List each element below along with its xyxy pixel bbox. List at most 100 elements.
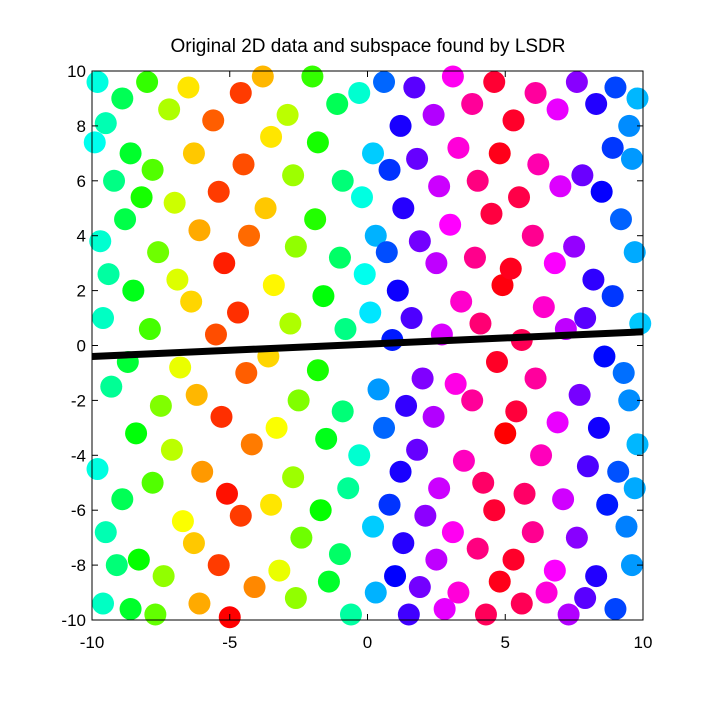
data-point (615, 515, 638, 538)
data-point (406, 438, 429, 461)
data-point (188, 592, 211, 615)
data-point (350, 186, 373, 209)
data-point (348, 81, 371, 104)
data-point (207, 180, 230, 203)
data-point (83, 131, 106, 154)
data-point (254, 197, 277, 220)
data-point (262, 274, 285, 297)
data-point (182, 532, 205, 555)
data-point (160, 438, 183, 461)
x-tick-label: 0 (363, 633, 372, 652)
data-point (406, 147, 429, 170)
data-point (620, 554, 643, 577)
data-point (502, 548, 525, 571)
data-point (532, 296, 555, 319)
data-point (469, 312, 492, 335)
data-point (568, 383, 591, 406)
data-point (565, 526, 588, 549)
data-point (530, 444, 553, 467)
data-point (92, 592, 115, 615)
data-point (395, 394, 418, 417)
data-point (94, 521, 117, 544)
x-axis-ticks: -10 -5 0 5 10 (80, 71, 652, 652)
y-tick-label: 4 (77, 227, 86, 246)
data-point (367, 378, 390, 401)
data-point (227, 301, 250, 324)
data-point (521, 224, 544, 247)
data-point (92, 307, 115, 330)
data-point (229, 81, 252, 104)
data-point (152, 565, 175, 588)
data-point (260, 493, 283, 516)
data-point (232, 153, 255, 176)
y-tick-label: 10 (67, 62, 86, 81)
data-point (171, 510, 194, 533)
data-point (136, 70, 159, 93)
y-tick-label: 0 (77, 337, 86, 356)
data-point (452, 449, 475, 472)
data-point (450, 290, 473, 313)
data-point (328, 543, 351, 566)
data-point (601, 285, 624, 308)
data-point (620, 147, 643, 170)
data-point (326, 92, 349, 115)
data-point (86, 458, 109, 481)
data-point (499, 257, 522, 280)
data-point (364, 581, 387, 604)
data-point (89, 230, 112, 253)
data-point (378, 493, 401, 516)
data-point (590, 180, 613, 203)
data-point (127, 548, 150, 571)
data-point (163, 191, 186, 214)
data-point (546, 411, 569, 434)
data-point (122, 279, 145, 302)
y-tick-label: 2 (77, 282, 86, 301)
data-point (574, 307, 597, 330)
data-point (279, 312, 302, 335)
data-point (149, 394, 172, 417)
data-point (339, 603, 362, 626)
data-point (414, 504, 437, 527)
data-point (494, 422, 517, 445)
data-point (331, 169, 354, 192)
data-point (276, 103, 299, 126)
data-point (422, 405, 445, 428)
data-point (282, 164, 305, 187)
data-point (306, 131, 329, 154)
data-point (202, 109, 225, 132)
data-point (527, 153, 550, 176)
data-point (563, 235, 586, 258)
data-point (204, 323, 227, 346)
data-point (425, 252, 448, 275)
y-tick-label: 6 (77, 172, 86, 191)
data-point (94, 112, 117, 135)
data-point (513, 482, 536, 505)
data-point (447, 136, 470, 159)
data-point (207, 554, 230, 577)
x-tick-label: 5 (501, 633, 510, 652)
data-point (392, 532, 415, 555)
data-point (447, 581, 470, 604)
data-point (185, 383, 208, 406)
data-point (549, 175, 572, 198)
data-point (100, 375, 123, 398)
data-point (543, 252, 566, 275)
data-point (229, 504, 252, 527)
data-point (552, 488, 575, 511)
y-tick-label: 8 (77, 117, 86, 136)
data-point (375, 241, 398, 264)
data-point (306, 359, 329, 382)
data-point (585, 565, 608, 588)
data-point (177, 76, 200, 99)
data-point (287, 389, 310, 412)
data-point (251, 65, 274, 88)
data-point (144, 603, 167, 626)
data-point (119, 142, 142, 165)
data-point (373, 70, 396, 93)
data-point (474, 603, 497, 626)
data-point (508, 186, 531, 209)
data-point (191, 460, 214, 483)
data-point (510, 592, 533, 615)
data-point (543, 559, 566, 582)
